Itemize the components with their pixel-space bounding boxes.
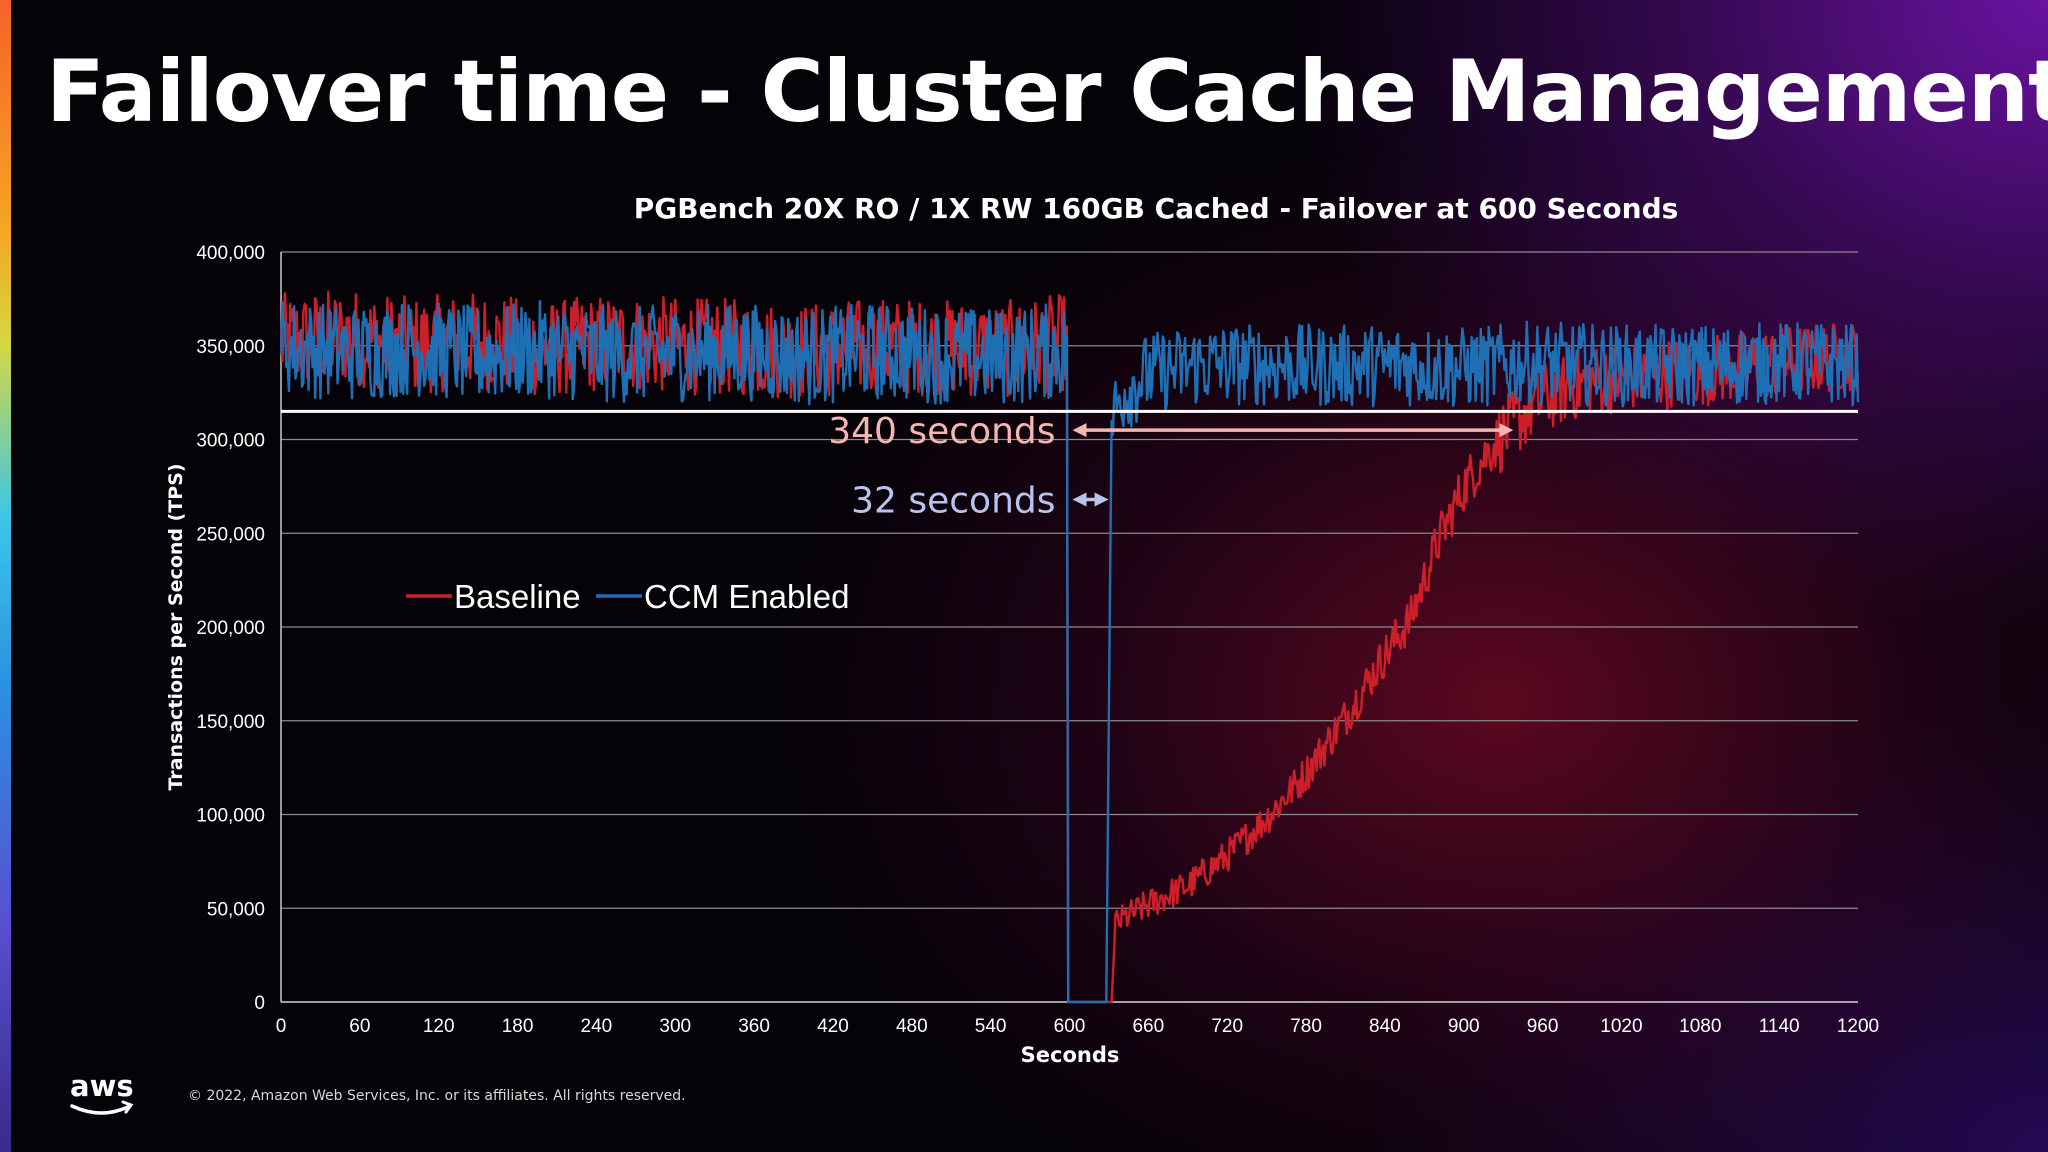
x-tick-label: 420 xyxy=(817,1016,849,1037)
x-tick-label: 180 xyxy=(502,1016,534,1037)
y-tick-label: 300,000 xyxy=(196,431,265,452)
y-tick-label: 350,000 xyxy=(196,337,265,358)
annotation-label: 32 seconds xyxy=(851,481,1055,522)
accent-edge-bar xyxy=(0,0,11,1152)
chart-title: PGBench 20X RO / 1X RW 160GB Cached - Fa… xyxy=(634,192,1679,225)
slide-title: Failover time - Cluster Cache Management xyxy=(46,42,2048,142)
aws-logo-icon: aws xyxy=(70,1069,134,1115)
y-tick-label: 100,000 xyxy=(196,806,265,827)
annotation-arrowhead-right xyxy=(1094,492,1109,507)
x-tick-label: 1140 xyxy=(1759,1016,1800,1037)
y-tick-label: 0 xyxy=(254,993,265,1014)
x-tick-label: 60 xyxy=(349,1016,370,1037)
x-tick-label: 0 xyxy=(276,1016,287,1037)
x-tick-label: 300 xyxy=(659,1016,691,1037)
series-line-ccm-enabled xyxy=(279,300,1860,1004)
x-tick-label: 840 xyxy=(1369,1016,1401,1037)
y-tick-label: 250,000 xyxy=(196,524,265,545)
x-tick-label: 540 xyxy=(975,1016,1007,1037)
x-tick-label: 660 xyxy=(1132,1016,1164,1037)
x-tick-label: 240 xyxy=(581,1016,613,1037)
annotation-label: 340 seconds xyxy=(828,411,1055,452)
x-tick-label: 120 xyxy=(423,1016,455,1037)
x-tick-label: 1020 xyxy=(1600,1016,1642,1037)
x-tick-label: 720 xyxy=(1211,1016,1243,1037)
copyright-text: © 2022, Amazon Web Services, Inc. or its… xyxy=(188,1088,686,1104)
y-tick-label: 200,000 xyxy=(196,618,265,639)
x-tick-label: 900 xyxy=(1448,1016,1480,1037)
y-tick-label: 50,000 xyxy=(207,899,265,920)
legend-layer: Baseline CCM Enabled xyxy=(406,578,849,615)
annotation-arrowhead-left xyxy=(1072,423,1087,438)
x-tick-label: 960 xyxy=(1527,1016,1559,1037)
svg-text:aws: aws xyxy=(70,1069,134,1103)
annotation-layer: 340 seconds 32 seconds xyxy=(828,411,1514,522)
x-tick-label: 360 xyxy=(738,1016,770,1037)
x-axis-label: Seconds xyxy=(1021,1043,1120,1067)
x-tick-label: 1080 xyxy=(1679,1016,1721,1037)
series-layer xyxy=(279,290,1860,1004)
legend-label: Baseline xyxy=(454,578,581,615)
annotation-arrowhead-left xyxy=(1072,492,1087,507)
legend-label: CCM Enabled xyxy=(644,578,849,615)
y-axis-label: Transactions per Second (TPS) xyxy=(165,463,187,790)
x-tick-label: 1200 xyxy=(1837,1016,1879,1037)
x-tick-label: 780 xyxy=(1290,1016,1322,1037)
x-tick-label: 600 xyxy=(1054,1016,1086,1037)
annotation-arrowhead-right xyxy=(1499,423,1514,438)
tick-layer: 0 50,000 100,000 150,000 200,000 250,000 300,0… xyxy=(196,243,1879,1037)
x-tick-label: 480 xyxy=(896,1016,928,1037)
y-tick-label: 150,000 xyxy=(196,712,265,733)
y-tick-label: 400,000 xyxy=(196,243,265,264)
